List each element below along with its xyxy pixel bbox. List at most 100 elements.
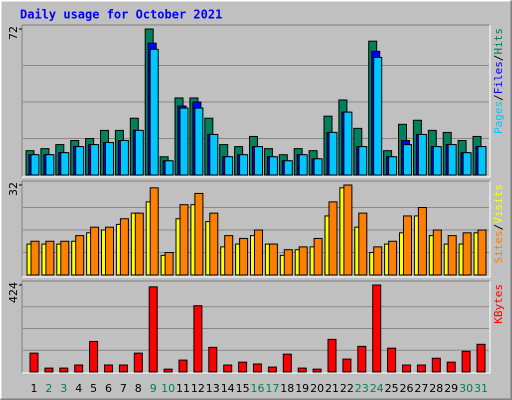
bar <box>163 368 173 373</box>
x-tick-label: 18 <box>280 382 294 395</box>
bar <box>327 338 337 373</box>
panel-edge-light <box>22 25 491 178</box>
x-tick-label: 5 <box>90 382 97 395</box>
bar <box>328 201 338 276</box>
x-tick-label: 17 <box>265 382 279 395</box>
x-tick-label: 10 <box>161 382 175 395</box>
bar <box>30 240 40 276</box>
legend-entry: Files <box>492 61 505 94</box>
x-tick-label: 6 <box>105 382 112 395</box>
bar <box>357 345 367 373</box>
x-tick-label: 20 <box>310 382 324 395</box>
bar <box>461 350 471 373</box>
bar <box>75 146 85 176</box>
bar <box>45 240 55 276</box>
bar <box>387 347 397 373</box>
x-tick-label: 25 <box>385 382 399 395</box>
bar <box>148 286 158 373</box>
bar <box>194 192 204 276</box>
panel-edge-dark <box>21 180 490 277</box>
bar <box>209 133 219 176</box>
y-tick-label: 72 <box>7 26 20 40</box>
bar <box>105 142 114 176</box>
x-tick-label: 9 <box>150 382 157 395</box>
x-tick-label: 24 <box>370 382 384 395</box>
bar <box>239 154 249 176</box>
x-tick-label: 3 <box>60 382 67 395</box>
bar <box>373 56 383 176</box>
x-tick-label: 26 <box>400 382 414 395</box>
bar <box>358 146 368 176</box>
x-tick-label: 21 <box>325 382 339 395</box>
bar <box>462 232 472 276</box>
x-tick-label: 16 <box>251 382 265 395</box>
bar <box>239 237 249 276</box>
legend: Pages/Files/Hits <box>492 28 505 134</box>
x-tick-label: 1 <box>31 382 38 395</box>
bar <box>283 160 293 176</box>
bar <box>178 359 188 373</box>
bar <box>194 107 204 176</box>
legend: Sites/Visits <box>492 184 505 264</box>
bar <box>342 358 352 373</box>
bar <box>447 144 457 176</box>
bar <box>133 352 143 373</box>
bar <box>402 364 411 373</box>
legend-separator: / <box>492 224 505 231</box>
x-tick-label: 27 <box>414 382 428 395</box>
bar <box>134 129 144 176</box>
x-tick-label: 30 <box>459 382 473 395</box>
legend-entry: Sites <box>492 230 505 263</box>
bar <box>372 284 382 373</box>
bar <box>297 367 307 373</box>
bar <box>417 207 427 276</box>
legend-separator: / <box>492 94 505 101</box>
x-tick-label: 8 <box>135 382 142 395</box>
bar <box>403 144 412 176</box>
x-tick-label: 7 <box>120 382 127 395</box>
x-tick-label: 23 <box>355 382 369 395</box>
x-tick-label: 29 <box>444 382 458 395</box>
bar <box>105 226 114 276</box>
bar <box>358 212 368 276</box>
x-tick-label: 2 <box>45 382 52 395</box>
bar <box>59 367 69 373</box>
bar <box>134 212 144 276</box>
panel-edge-dark <box>21 280 490 373</box>
bar <box>193 305 203 373</box>
x-tick-label: 28 <box>429 382 443 395</box>
chart-title: Daily usage for October 2021 <box>20 8 222 22</box>
bar <box>267 366 277 373</box>
bar <box>238 361 248 373</box>
bar <box>282 353 292 373</box>
x-tick-label: 15 <box>236 382 250 395</box>
bar <box>312 368 322 373</box>
bar <box>90 226 100 276</box>
bar <box>432 146 442 176</box>
bar <box>223 364 233 373</box>
bar <box>432 229 442 276</box>
bar <box>208 346 218 373</box>
bar <box>164 160 174 176</box>
bar <box>268 156 278 176</box>
bar <box>60 240 70 276</box>
bar <box>416 364 426 373</box>
bar <box>119 218 129 276</box>
y-tick-label: 32 <box>7 182 20 196</box>
bar <box>149 48 159 176</box>
bar <box>283 249 293 276</box>
bar <box>403 215 412 276</box>
bar <box>373 246 383 276</box>
bar <box>328 131 338 176</box>
bar <box>298 154 308 176</box>
panel-edge-light <box>22 281 491 374</box>
legend: KBytes <box>492 284 505 324</box>
bar <box>477 229 487 276</box>
bar <box>75 235 85 276</box>
x-tick-label: 19 <box>295 382 309 395</box>
y-tick-label: 424 <box>7 282 20 303</box>
bar <box>298 246 308 276</box>
bar <box>388 240 398 276</box>
